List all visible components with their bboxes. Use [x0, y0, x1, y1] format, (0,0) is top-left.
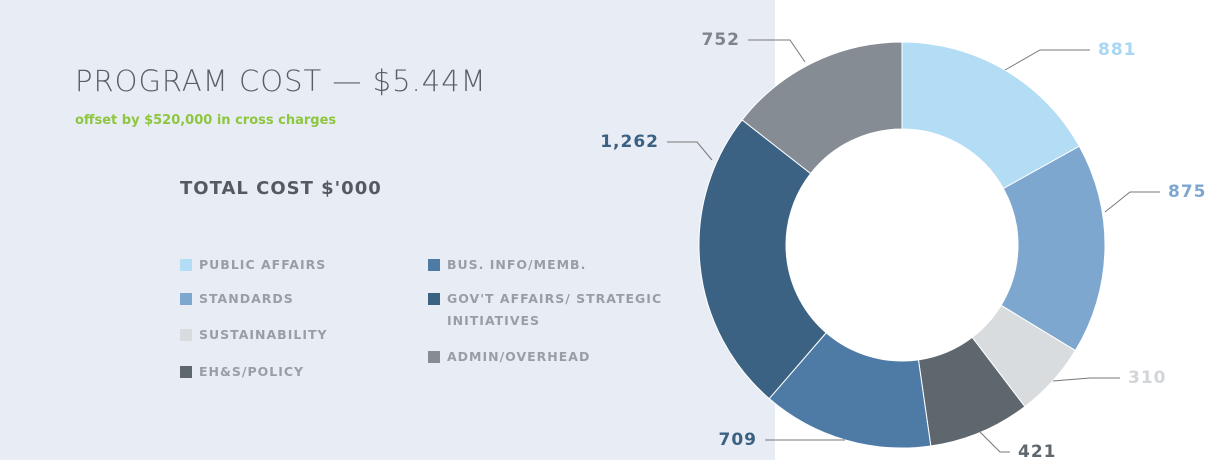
legend-item: PUBLIC AFFAIRS — [180, 254, 429, 276]
donut-slice — [901, 41, 1081, 190]
donut-slice — [741, 41, 903, 175]
legend-item: EH&S/POLICY — [180, 361, 429, 383]
legend-label: BUS. INFO/MEMB. — [447, 257, 587, 272]
legend-title: TOTAL COST $'000 — [180, 178, 382, 199]
value-label: 310 — [1128, 368, 1167, 388]
leader-line — [1104, 191, 1160, 213]
value-label: 881 — [1098, 40, 1137, 60]
legend-swatch — [180, 259, 192, 271]
legend-swatch — [180, 366, 192, 378]
leader-line — [1004, 49, 1090, 71]
legend-swatch — [180, 293, 192, 305]
chart-subtitle: offset by $520,000 in cross charges — [75, 113, 337, 128]
panel — [0, 0, 775, 460]
legend-label: ADMIN/OVERHEAD — [447, 349, 591, 364]
value-label: 421 — [1018, 442, 1057, 462]
legend-item: ADMIN/OVERHEAD — [428, 346, 677, 368]
legend-swatch — [428, 351, 440, 363]
leader-line — [667, 141, 713, 161]
leader-line — [748, 39, 806, 63]
legend-item: SUSTAINABILITY — [180, 324, 429, 346]
legend-label: PUBLIC AFFAIRS — [199, 257, 327, 272]
legend-item: GOV'T AFFAIRS/ STRATEGIC INITIATIVES — [428, 288, 677, 332]
value-label: 1,262 — [600, 132, 659, 152]
donut-slice — [1000, 145, 1106, 352]
legend-item: STANDARDS — [180, 288, 429, 310]
legend-swatch — [180, 329, 192, 341]
legend-label: GOV'T AFFAIRS/ STRATEGIC INITIATIVES — [447, 291, 663, 328]
legend-item: BUS. INFO/MEMB. — [428, 254, 677, 276]
value-label: 875 — [1168, 182, 1207, 202]
chart-title: PROGRAM COST — $5.44M — [75, 64, 487, 98]
leader-line — [979, 431, 1010, 453]
legend-label: SUSTAINABILITY — [199, 327, 328, 342]
leader-line — [1052, 377, 1120, 382]
legend-label: STANDARDS — [199, 291, 294, 306]
legend-swatch — [428, 259, 440, 271]
value-label: 709 — [719, 430, 758, 450]
donut-slice — [698, 119, 827, 400]
legend-swatch — [428, 293, 440, 305]
value-label: 752 — [702, 30, 741, 50]
legend-label: EH&S/POLICY — [199, 364, 305, 379]
